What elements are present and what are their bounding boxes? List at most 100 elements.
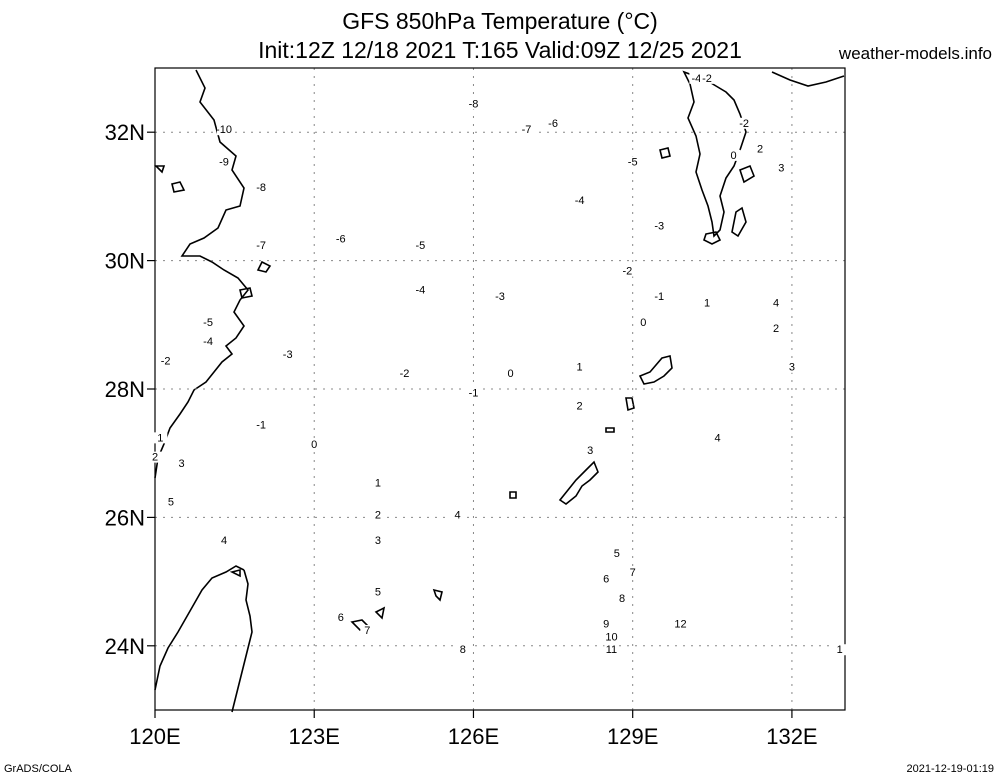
contour-label-bg [201, 316, 216, 328]
x-tick-label: 126E [448, 724, 499, 749]
contour-label-bg [625, 567, 640, 579]
contour-label-bg [583, 445, 598, 457]
contour-label: 8 [460, 644, 466, 656]
island-kume [509, 491, 517, 499]
yakushima [703, 231, 722, 245]
contour-label: 4 [715, 432, 721, 444]
kyushu [682, 70, 747, 238]
contour-label: 3 [178, 458, 184, 470]
lat-lon-grid [154, 68, 845, 710]
software-label: GrADS/COLA [4, 763, 72, 775]
island-zhoushan-2 [239, 287, 253, 299]
contour-label: -3 [495, 291, 505, 303]
contour-label-bg [652, 291, 667, 303]
contour-label-bg [769, 323, 783, 335]
contour-label: -1 [256, 420, 266, 432]
island-goto [659, 147, 671, 159]
contour-label: 1 [157, 432, 163, 444]
contour-label: 5 [375, 586, 381, 598]
contour-label-bg [710, 432, 725, 444]
contour-label: 3 [778, 163, 784, 175]
contour-label-bg [572, 194, 587, 206]
island-small-2 [154, 165, 166, 174]
y-tick-label: 26N [105, 505, 145, 530]
contour-label: -1 [654, 291, 664, 303]
contour-label-bg [217, 156, 231, 168]
contour-label-bg [153, 432, 168, 444]
contour-label-bg [254, 181, 269, 193]
contour-label: 1 [837, 644, 843, 656]
contour-label: -4 [415, 285, 425, 297]
contour-label: 3 [789, 362, 795, 374]
axis-ticks [147, 131, 793, 718]
contour-label: -3 [654, 221, 664, 233]
contour-label-bg [700, 72, 714, 84]
contour-label: -8 [469, 99, 479, 111]
tokunoshima [625, 397, 635, 412]
contour-label-bg [174, 458, 189, 470]
contour-label-bg [625, 156, 640, 168]
contour-label-bg [307, 438, 322, 450]
contour-label-bg [413, 284, 428, 296]
map-subtitle: Init:12Z 12/18 2021 T:165 Valid:09Z 12/2… [258, 37, 742, 63]
contour-label-bg [700, 297, 714, 309]
contour-label: 4 [454, 509, 460, 521]
y-tick-label: 24N [105, 634, 145, 659]
contour-label-bg [370, 477, 385, 489]
y-tick-label: 28N [105, 377, 145, 402]
x-tick-label: 132E [766, 724, 817, 749]
contour-label-bg [620, 265, 635, 277]
contour-label-bg [609, 547, 624, 559]
contour-label-bg [217, 535, 231, 547]
contour-label: 3 [587, 445, 593, 457]
contour-label: 8 [619, 593, 625, 605]
contour-label: -9 [219, 156, 229, 168]
contour-label: 2 [773, 323, 779, 335]
contour-label-bg [774, 162, 789, 174]
contour-label-bg [254, 419, 269, 431]
contour-label: -4 [691, 73, 701, 85]
contour-label: -2 [161, 355, 171, 367]
miyako [432, 588, 443, 602]
contour-label-bg [604, 631, 619, 643]
amami-oshima [638, 355, 673, 385]
contour-label: -2 [622, 265, 632, 277]
contour-label-bg [519, 124, 534, 136]
contour-label-bg [572, 400, 587, 412]
map-title: GFS 850hPa Temperature (°C) [342, 8, 658, 34]
contour-label-bg [673, 618, 688, 630]
contour-label-bg [370, 535, 385, 547]
contour-label: 6 [338, 612, 344, 624]
contour-label: 0 [640, 317, 646, 329]
contour-label-bg [493, 291, 507, 303]
contour-label-bg [360, 624, 375, 636]
contour-label: -5 [203, 317, 213, 329]
contour-label: -7 [522, 124, 532, 136]
contour-label: -2 [702, 73, 712, 85]
contour-label: -2 [739, 118, 749, 130]
contour-label: 7 [630, 567, 636, 579]
contour-label-bg [217, 124, 231, 136]
okinoerabu [605, 427, 615, 433]
contour-label: 12 [674, 619, 686, 631]
contour-label-bg [450, 509, 465, 521]
contour-label-bg [652, 220, 667, 232]
contour-label-bg [615, 592, 630, 604]
okinawa [558, 460, 599, 505]
contour-label-bg [370, 509, 385, 521]
island-koshiki [739, 164, 755, 184]
shikoku [771, 71, 845, 87]
contour-label-bg [466, 387, 481, 399]
contour-label: -10 [216, 124, 232, 136]
contour-label: 4 [221, 535, 227, 547]
contour-label: 10 [605, 631, 617, 643]
contour-label-bg [737, 117, 752, 129]
contour-label-bg [163, 496, 178, 508]
x-tick-label: 120E [129, 724, 180, 749]
contour-label: 4 [773, 298, 779, 310]
axis-tick-labels: 120E 123E 126E 129E 132E 24N 26N 28N 30N 32N [105, 120, 818, 749]
contour-label: 0 [508, 368, 514, 380]
contour-label-bg [753, 143, 768, 155]
contour-label: -6 [548, 118, 558, 130]
x-tick-label: 129E [607, 724, 658, 749]
